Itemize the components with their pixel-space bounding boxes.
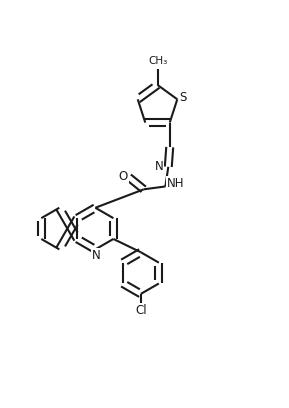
Text: N: N <box>155 160 163 173</box>
Text: NH: NH <box>167 177 184 190</box>
Text: S: S <box>179 91 187 104</box>
Text: N: N <box>92 249 100 262</box>
Text: Cl: Cl <box>136 304 147 317</box>
Text: CH₃: CH₃ <box>148 55 167 66</box>
Text: O: O <box>119 170 128 183</box>
